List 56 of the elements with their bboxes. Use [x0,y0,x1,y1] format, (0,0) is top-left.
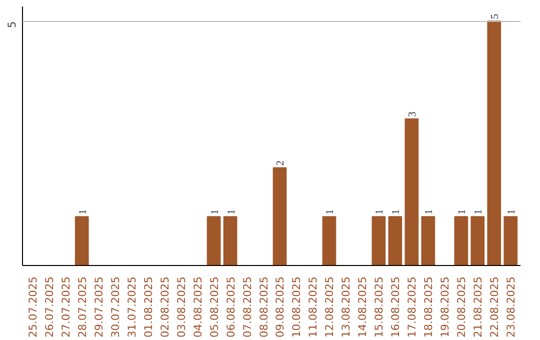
x-tick-label: 16.08.2025 [389,276,402,338]
data-label: 1 [457,209,468,215]
bar [421,216,436,266]
x-tick-label: 15.08.2025 [372,276,386,338]
bar [404,118,419,266]
data-label: 1 [391,209,402,215]
x-tick-label: 20.08.2025 [455,276,468,338]
x-tick-label: 23.08.2025 [504,276,518,338]
data-label: 2 [276,160,287,166]
x-tick-label: 01.08.2025 [142,276,155,338]
x-tick-label: 27.07.2025 [59,276,72,338]
bar [272,167,287,266]
x-tick-label: 13.08.2025 [340,276,353,338]
bar [322,216,336,266]
data-label: 1 [424,209,436,215]
bar [487,20,502,266]
bar [74,216,89,266]
x-tick-label: 04.08.2025 [191,276,204,338]
x-tick-label: 19.08.2025 [438,276,452,338]
x-tick-label: 21.08.2025 [472,276,485,338]
bar [223,216,238,266]
x-tick-label: 30.07.2025 [108,276,122,338]
data-label: 5 [490,14,502,20]
x-tick-label: 02.08.2025 [158,276,172,338]
data-label: 1 [506,209,518,215]
data-label: 1 [210,209,221,215]
data-label: 1 [474,209,485,215]
bar [388,216,402,266]
x-tick-label: 31.07.2025 [125,276,138,338]
x-tick-label: 17.08.2025 [406,276,419,338]
x-tick-label: 09.08.2025 [274,276,287,338]
bar [454,216,468,266]
x-tick-label: 25.07.2025 [26,276,40,338]
bar [372,216,386,266]
bar [206,216,221,266]
bar [504,216,518,266]
x-tick-label: 06.08.2025 [224,276,238,338]
data-label: 1 [226,209,238,215]
x-tick-label: 29.07.2025 [92,276,106,338]
x-tick-label: 11.08.2025 [306,276,320,338]
x-tick-label: 10.08.2025 [290,276,304,338]
x-tick-label: 12.08.2025 [323,276,336,338]
x-tick-label: 03.08.2025 [174,276,188,338]
x-tick-label: 22.08.2025 [488,276,502,338]
x-tick-label: 07.08.2025 [240,276,254,338]
data-label: 1 [78,209,89,215]
bar [470,216,485,266]
x-tick-label: 05.08.2025 [208,276,221,338]
x-tick-label: 28.07.2025 [76,276,89,338]
data-label: 1 [374,209,386,215]
x-tick-label: 08.08.2025 [257,276,270,338]
x-tick-label: 14.08.2025 [356,276,370,338]
data-label: 1 [325,209,336,215]
x-tick-label: 18.08.2025 [422,276,436,338]
data-label: 3 [408,112,419,117]
x-tick-label: 26.07.2025 [42,276,56,338]
